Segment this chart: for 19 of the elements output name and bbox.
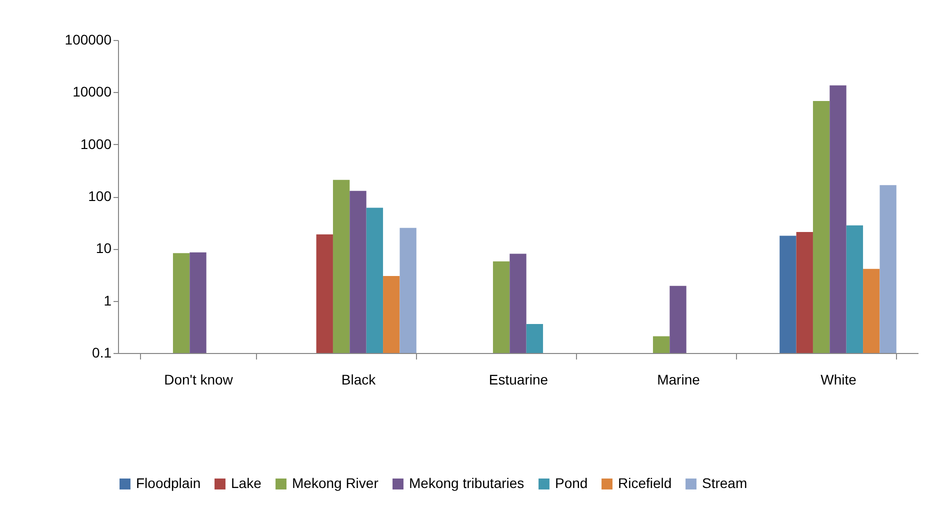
- x-tick-label: White: [820, 372, 857, 388]
- x-tick-label: Black: [341, 372, 377, 388]
- legend-label: Floodplain: [136, 475, 201, 491]
- legend-label: Ricefield: [618, 475, 672, 491]
- y-tick-label: 100000: [64, 32, 112, 48]
- y-tick-label: 0.1: [92, 344, 112, 360]
- y-tick-label: 10: [96, 240, 112, 256]
- y-tick-label: 100: [88, 188, 112, 204]
- x-tick-label: Don't know: [164, 372, 234, 388]
- legend-label: Mekong tributaries: [409, 475, 524, 491]
- legend-label: Stream: [702, 475, 748, 491]
- x-tick-label: Estuarine: [488, 372, 548, 388]
- legend-label: Lake: [231, 475, 262, 491]
- y-tick-label: 1000: [80, 136, 112, 152]
- y-tick-label: 1: [104, 292, 112, 308]
- y-tick-label: 10000: [72, 84, 112, 100]
- legend-label: Mekong River: [292, 475, 379, 491]
- legend-label: Pond: [555, 475, 588, 491]
- x-tick-label: Marine: [657, 372, 700, 388]
